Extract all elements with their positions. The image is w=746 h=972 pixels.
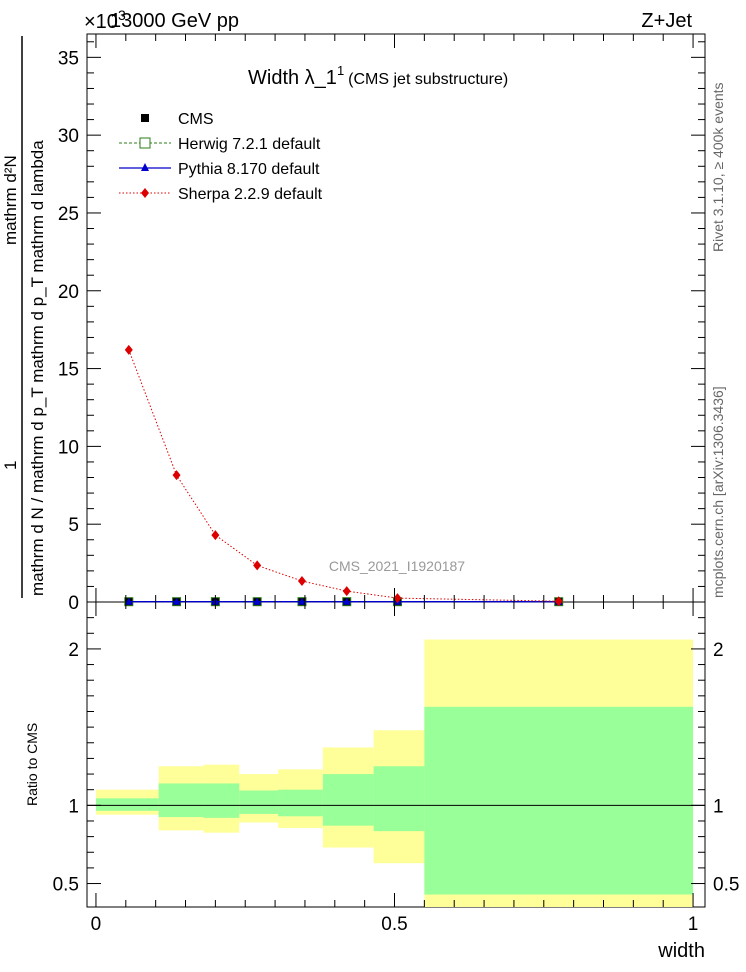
legend: CMS Herwig 7.2.1 default Pythia 8.170 defa… (119, 111, 323, 203)
rivet-label: Rivet 3.1.10, ≥ 400k events (710, 82, 726, 252)
ratio-ytick-label-1: 1 (68, 796, 79, 817)
header-exponent: ×103 (84, 7, 126, 33)
pythia-point-0 (124, 597, 133, 605)
plot-title-superscript: 1 (337, 63, 344, 78)
legend-marker-herwig (139, 137, 151, 149)
ratio-inner-band-4 (278, 789, 323, 817)
plot-title: Width λ_11 (CMS jet substructure) (248, 63, 508, 89)
pythia-point-3 (253, 597, 262, 605)
main-ytick-label-6: 30 (58, 126, 79, 147)
header-process: Z+Jet (641, 10, 692, 32)
legend-label-2: Pythia 8.170 default (178, 161, 320, 178)
ratio-inner-band-7 (424, 706, 694, 895)
y-axis-label-top: 1 (1, 461, 20, 470)
analysis-id: CMS_2021_I1920187 (329, 558, 465, 574)
ratio-inner-band-2 (203, 783, 240, 818)
legend-label-1: Herwig 7.2.1 default (178, 136, 321, 153)
main-ytick-label-0: 0 (68, 593, 79, 614)
y-axis-numerator: mathrm d²N (1, 155, 20, 245)
header-energy: 13000 GeV pp (110, 10, 239, 32)
ratio-ytick-label-2: 2 (68, 640, 79, 661)
sherpa-point-6 (393, 593, 402, 604)
axes-layer: 0 5 10 15 20 25 30 35 0 0.5 1 0.5 0.5 1 1 2 2 (53, 34, 739, 935)
legend-item-2: Pythia 8.170 default (119, 161, 320, 178)
plot-title-main: Width λ_1 (248, 67, 337, 89)
main-ytick-label-2: 10 (58, 437, 79, 458)
legend-item-3: Sherpa 2.2.9 default (119, 186, 323, 203)
main-ytick-label-4: 20 (58, 282, 79, 303)
ratio-inner-band-5 (322, 774, 374, 826)
sherpa-point-1 (172, 470, 181, 481)
main-ytick-label-1: 5 (68, 515, 79, 536)
ratio-ytick-label-right-1: 1 (713, 796, 724, 817)
header-exponent-power: 3 (118, 7, 126, 23)
y-axis-label-bottom: mathrm d N / mathrm d p_T mathrm d p_T m… (28, 140, 47, 596)
pythia-point-1 (172, 597, 181, 605)
legend-marker-pythia (141, 163, 149, 171)
ratio-inner-band-6 (373, 766, 425, 832)
main-ytick-label-3: 15 (58, 360, 79, 381)
ratio-inner-band-0 (95, 798, 159, 811)
legend-marker-cms (141, 114, 149, 122)
sherpa-point-2 (211, 530, 220, 541)
sherpa-point-4 (297, 575, 306, 586)
sherpa-point-0 (124, 344, 133, 355)
legend-item-1: Herwig 7.2.1 default (119, 136, 321, 153)
main-ytick-label-5: 25 (58, 204, 79, 225)
legend-label-0: CMS (178, 111, 214, 128)
pythia-point-5 (342, 597, 351, 605)
ratio-inner-band-1 (158, 783, 204, 818)
legend-item-0: CMS (141, 111, 214, 128)
xtick-label-1: 0.5 (381, 914, 407, 935)
xtick-label-2: 1 (688, 914, 699, 935)
pythia-point-4 (297, 597, 306, 605)
mcplots-label: mcplots.cern.ch [arXiv:1306.3436] (710, 386, 726, 598)
ratio-plot-layer (87, 639, 705, 907)
main-ytick-label-7: 35 (58, 48, 79, 69)
legend-marker-sherpa (141, 188, 149, 198)
sherpa-point-5 (342, 586, 351, 597)
ratio-y-label: Ratio to CMS (24, 723, 40, 806)
series-line-sherpa (128, 349, 559, 602)
ratio-ytick-label-right-0: 0.5 (713, 875, 739, 896)
sherpa-point-3 (253, 560, 262, 571)
plot-title-sub: (CMS jet substructure) (348, 71, 508, 88)
legend-label-3: Sherpa 2.2.9 default (178, 186, 323, 203)
ratio-inner-band-3 (239, 790, 279, 814)
sherpa-point-7 (554, 596, 563, 607)
xtick-label-0: 0 (91, 914, 102, 935)
ratio-ytick-label-0: 0.5 (53, 875, 79, 896)
ratio-ytick-label-right-2: 2 (713, 640, 724, 661)
x-axis-label: width (657, 940, 705, 962)
